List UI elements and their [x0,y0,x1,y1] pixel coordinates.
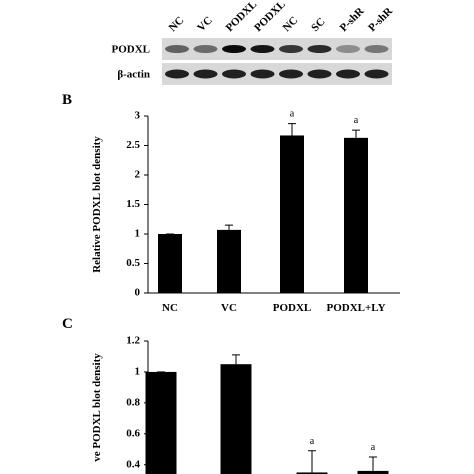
y-tick-label: 3 [135,110,141,122]
band [250,69,275,79]
panel-label: C [62,316,73,332]
x-tick-label: NC [162,302,178,314]
bar [357,470,389,474]
lane-label: NC [281,14,301,34]
band [193,69,218,79]
lane-label: SC [309,16,327,34]
band [336,69,360,79]
band [364,45,389,53]
band [279,69,303,79]
x-tick-label: PODXL [273,302,312,314]
bar [280,135,304,293]
x-tick-label: PODXL+LY [326,302,385,314]
lane-label: PODXL [224,0,260,34]
y-axis-label: ve PODXL blot density [91,353,103,462]
blot-row-label: PODXL [112,44,151,56]
error-bar [232,354,240,365]
band [165,69,189,79]
error-bar [225,224,233,230]
y-tick-label: 0.6 [126,427,140,439]
y-tick-label: 1.5 [126,198,140,210]
y-tick-label: 1 [135,228,141,240]
band [307,45,332,53]
y-tick-label: 1.2 [126,335,140,347]
y-tick-label: 0.5 [126,257,140,269]
band [222,45,246,53]
y-tick-label: 1 [135,365,141,377]
band [279,45,303,53]
band [165,45,189,53]
band [193,45,218,53]
annotation: a [310,436,315,447]
chart: 0.4 0.6 0.8 1 1.2 a a [126,335,389,474]
bar [344,137,368,293]
bar [220,364,252,474]
band [364,69,389,79]
band [336,45,360,53]
error-bar [352,129,360,138]
panel-label: B [62,92,72,108]
y-tick-label: 0.4 [126,458,140,470]
y-tick-label: 2.5 [126,139,140,151]
lane-label: P-shR [338,5,368,35]
bar [158,234,182,293]
y-tick-label: 0.8 [126,396,140,408]
y-axis-label: Relative PODXL blot density [91,136,103,273]
lane-label: VC [195,14,215,34]
annotation: a [354,115,359,126]
x-tick-label: VC [221,302,237,314]
lane-label: P-shR [366,5,396,35]
blot-row-label: β-actin [117,69,150,81]
lane-label: NC [167,14,187,34]
annotation: a [290,109,295,120]
band [222,69,246,79]
band [307,69,332,79]
annotation: a [371,442,376,453]
blot-background [162,38,392,60]
bar [145,371,177,474]
error-bar [369,456,377,471]
bar [296,472,328,474]
chart: 0 0.5 1 1.5 2 2.5 3 NC VC PODXL a PODXL+LY a [126,109,400,314]
band [250,45,275,53]
bar [217,229,241,293]
blot-background [162,63,392,85]
y-tick-label: 2 [135,169,141,181]
y-tick-label: 0 [135,287,141,299]
error-bar [308,450,316,473]
error-bar [288,123,296,136]
